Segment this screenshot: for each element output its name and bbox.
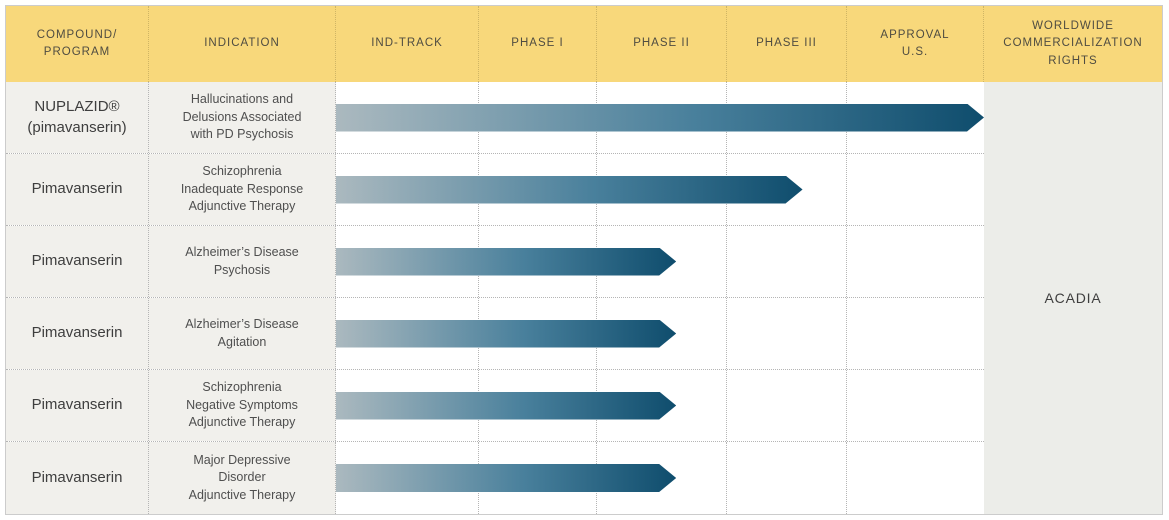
indication-cell: Alzheimer’s Disease Agitation (149, 298, 336, 369)
grid-cell-phase-3 (727, 226, 847, 297)
compound-name: Pimavanserin (31, 252, 123, 270)
pipeline-row-mdd-adjunctive: Pimavanserin Major Depressive Disorder A… (6, 442, 984, 514)
grid-cell-phase-2 (597, 298, 727, 369)
grid-cell-approval (847, 298, 984, 369)
compound-cell: Pimavanserin (6, 442, 149, 514)
grid-cell-approval (847, 442, 984, 514)
grid-cell-phase-2 (597, 226, 727, 297)
rights-holder-label: ACADIA (1044, 290, 1102, 306)
compound-name: Pimavanserin (31, 324, 123, 342)
progress-arrow (336, 464, 676, 492)
compound-cell: Pimavanserin (6, 298, 149, 369)
indication-text: Major Depressive Disorder Adjunctive The… (188, 452, 296, 502)
phase-track (336, 442, 984, 514)
pipeline-row-nuplazid-pdp: NUPLAZID® (pimavanserin) Hallucinations … (6, 82, 984, 154)
pipeline-row-alzheimers-psychosis: Pimavanserin Alzheimer’s Disease Psychos… (6, 226, 984, 298)
compound-name: Pimavanserin (31, 468, 123, 486)
grid-cell-phase-3 (727, 442, 847, 514)
indication-text: Schizophrenia Negative Symptoms Adjuncti… (186, 380, 298, 430)
pipeline-table: COMPOUND/ PROGRAM INDICATION IND-TRACK P… (5, 5, 1163, 515)
progress-arrow (336, 176, 803, 204)
header-cell-compound-program: COMPOUND/ PROGRAM (6, 6, 149, 82)
indication-cell: Alzheimer’s Disease Psychosis (149, 226, 336, 297)
pipeline-row-schizophrenia-negative-symptoms: Pimavanserin Schizophrenia Negative Symp… (6, 370, 984, 442)
phase-track (336, 226, 984, 297)
indication-text: Schizophrenia Inadequate Response Adjunc… (180, 164, 304, 214)
pipeline-row-schizophrenia-adjunctive: Pimavanserin Schizophrenia Inadequate Re… (6, 154, 984, 226)
phase-track (336, 298, 984, 369)
compound-cell: Pimavanserin (6, 226, 149, 297)
grid-cell-approval (847, 226, 984, 297)
indication-cell: Hallucinations and Delusions Associated … (149, 82, 336, 153)
pipeline-row-alzheimers-agitation: Pimavanserin Alzheimer’s Disease Agitati… (6, 298, 984, 370)
compound-cell: Pimavanserin (6, 154, 149, 225)
compound-cell: NUPLAZID® (pimavanserin) (6, 82, 149, 153)
pipeline-rows: NUPLAZID® (pimavanserin) Hallucinations … (6, 82, 984, 514)
compound-name: Pimavanserin (31, 180, 123, 198)
grid-cell-phase-3 (727, 298, 847, 369)
grid-cell-phase-2 (597, 370, 727, 441)
header-cell-indication: INDICATION (149, 6, 336, 82)
header-cell-approval-us: APPROVAL U.S. (847, 6, 984, 82)
indication-cell: Schizophrenia Negative Symptoms Adjuncti… (149, 370, 336, 441)
header-cell-worldwide-rights: WORLDWIDE COMMERCIALIZATION RIGHTS (1003, 20, 1143, 67)
progress-arrow (336, 104, 984, 132)
grid-cell-phase-3 (727, 154, 847, 225)
compound-cell: Pimavanserin (6, 370, 149, 441)
indication-cell: Schizophrenia Inadequate Response Adjunc… (149, 154, 336, 225)
indication-text: Hallucinations and Delusions Associated … (182, 92, 302, 142)
grid-cell-phase-2 (597, 442, 727, 514)
indication-text: Alzheimer’s Disease Psychosis (185, 245, 299, 277)
grid-cell-approval (847, 370, 984, 441)
rights-cell: ACADIA (984, 82, 1162, 514)
progress-arrow (336, 320, 676, 348)
indication-text: Alzheimer’s Disease Agitation (185, 317, 299, 349)
compound-name: NUPLAZID® (pimavanserin) (27, 98, 127, 136)
header-cell-phase-1: PHASE I (479, 6, 597, 82)
header-cell-ind-track: IND-TRACK (336, 6, 479, 82)
table-body: NUPLAZID® (pimavanserin) Hallucinations … (6, 82, 1162, 514)
header-row: COMPOUND/ PROGRAM INDICATION IND-TRACK P… (6, 6, 1162, 82)
indication-cell: Major Depressive Disorder Adjunctive The… (149, 442, 336, 514)
compound-name: Pimavanserin (31, 396, 123, 414)
progress-arrow (336, 392, 676, 420)
phase-track (336, 82, 984, 153)
header-cell-phase-3: PHASE III (727, 6, 847, 82)
grid-cell-approval (847, 154, 984, 225)
grid-cell-phase-3 (727, 370, 847, 441)
phase-track (336, 154, 984, 225)
header-cell-phase-2: PHASE II (597, 6, 727, 82)
phase-track (336, 370, 984, 441)
progress-arrow (336, 248, 676, 276)
